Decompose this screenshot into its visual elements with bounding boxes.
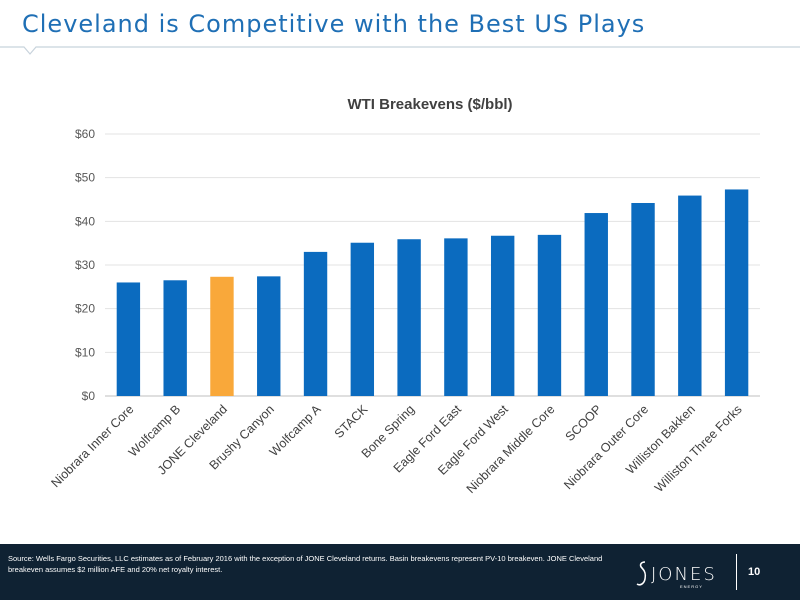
x-tick-label: Niobrara Inner Core (49, 402, 137, 490)
bar-bone-spring (397, 239, 421, 396)
x-tick-label: Niobrara Outer Core (561, 402, 651, 492)
breakeven-bar-chart: WTI Breakevens ($/bbl) $0 $10 $20 $30 $40 $50… (49, 96, 760, 496)
y-tick-label: $10 (75, 345, 95, 359)
y-tick-label: $50 (75, 171, 95, 185)
bar-eagle-ford-west (490, 235, 515, 396)
page-number: 10 (748, 566, 761, 578)
x-tick-label: Niobrara Middle Core (464, 402, 558, 496)
bar-wolfcamp-b (163, 280, 187, 396)
bar-scoop (584, 213, 608, 396)
x-tick-label: SCOOP (563, 402, 605, 444)
source-note: Source: Wells Fargo Securities, LLC esti… (8, 554, 603, 574)
y-tick-label: $60 (75, 127, 95, 141)
bar-niobrara-inner-core (116, 282, 141, 396)
logo-j-mark-icon (636, 561, 647, 586)
y-tick-label: $40 (75, 214, 95, 228)
bars (116, 189, 749, 396)
y-tick-label: $20 (75, 302, 95, 316)
logo-subtext: ENERGY (680, 584, 703, 589)
jones-energy-logo: JONES ENERGY (636, 560, 726, 590)
x-tick-label: Williston Three Forks (652, 402, 745, 495)
x-tick-label: STACK (332, 402, 371, 441)
bar-eagle-ford-east (444, 238, 468, 396)
y-axis-ticks: $0 $10 $20 $30 $40 $50 $60 (75, 127, 95, 403)
gridlines (105, 133, 760, 397)
y-tick-label: $0 (82, 389, 96, 403)
footer-divider (736, 554, 737, 590)
title-divider (0, 46, 800, 55)
bar-stack (350, 242, 375, 396)
footer-bar: Source: Wells Fargo Securities, LLC esti… (0, 544, 800, 600)
bar-jone-cleveland (210, 276, 234, 396)
slide-title: Cleveland is Competitive with the Best U… (22, 10, 646, 38)
y-tick-label: $30 (75, 258, 95, 272)
bar-niobrara-middle-core (537, 234, 562, 396)
bar-wolfcamp-a (303, 251, 328, 396)
logo-text: JONES (651, 564, 717, 585)
bar-niobrara-outer-core (631, 202, 655, 396)
chart-title: WTI Breakevens ($/bbl) (347, 96, 512, 113)
bar-williston-bakken (678, 195, 702, 396)
bar-brushy-canyon (257, 276, 281, 396)
x-tick-label: Wolfcamp A (267, 402, 324, 459)
bar-williston-three-forks (724, 189, 749, 396)
